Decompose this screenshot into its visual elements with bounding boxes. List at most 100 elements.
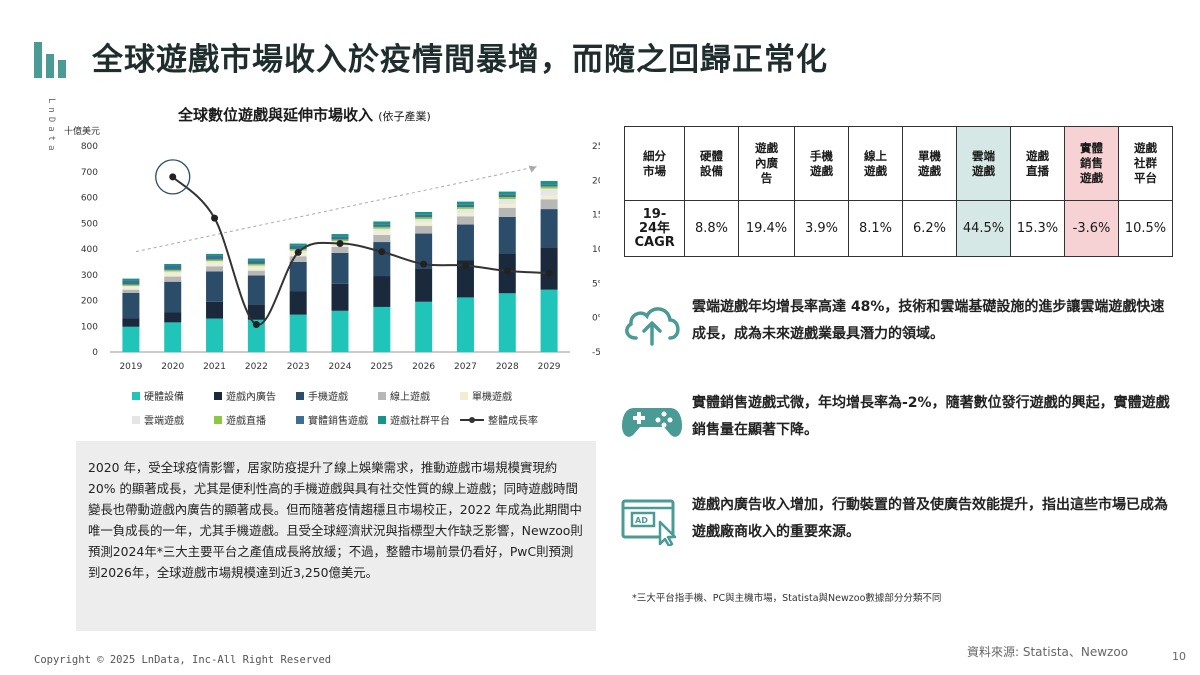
bar-segment: [456, 207, 474, 209]
bar-segment: [122, 284, 140, 286]
bar-segment: [540, 184, 558, 187]
legend-label: 遊戲內廣告: [226, 392, 276, 403]
bar-segment: [415, 214, 433, 218]
bar-segment: [373, 276, 391, 307]
bar-segment: [289, 245, 307, 249]
highlight-circle: [155, 159, 191, 195]
bar-segment: [206, 261, 224, 263]
legend-swatch: [132, 415, 140, 424]
bar-segment: [247, 267, 265, 271]
legend-swatch: [214, 415, 222, 424]
cagr-value-8: -3.6%: [1064, 200, 1119, 257]
cagr-header-label: 細分市場: [624, 126, 685, 201]
cagr-value-1: 8.8%: [684, 200, 739, 257]
cagr-row-label: 19-24年CAGR: [624, 200, 685, 257]
x-tick-label: 2022: [245, 362, 268, 372]
y2-tick-label: -5%: [592, 348, 600, 358]
bar-segment: [122, 326, 140, 352]
trend-arrow-head: [528, 165, 537, 173]
cagr-value-9: 10.5%: [1118, 200, 1173, 257]
lndata-logo-icon: [34, 42, 66, 78]
side-brand-text: LnData: [46, 98, 56, 155]
bar-segment: [498, 191, 516, 195]
bar-segment: [373, 306, 391, 352]
bar-segment: [122, 289, 140, 293]
x-tick-label: 2025: [370, 362, 393, 372]
bar-segment: [456, 260, 474, 298]
x-tick-label: 2023: [287, 362, 310, 372]
y2-tick-label: 0%: [592, 314, 600, 324]
chart-legend: 硬體設備 遊戲內廣告 手機遊戲 線上遊戲 單機遊戲 雲端遊戲 遊戲直播 實體銷售遊戲 遊戲社群平…: [132, 388, 592, 427]
bar-segment: [540, 188, 558, 196]
y2-tick-label: 20%: [592, 176, 600, 186]
chart-title: 全球數位遊戲與延伸市場收入 (依子產業): [178, 104, 431, 125]
bar-segment: [247, 319, 265, 352]
cagr-header-2: 遊戲內廣告: [738, 126, 795, 201]
cagr-value-4: 8.1%: [848, 200, 903, 257]
bar-segment: [373, 221, 391, 225]
bar-segment: [498, 207, 516, 217]
cloud-upload-icon: [625, 307, 680, 346]
growth-rate-point: [420, 260, 428, 268]
bar-segment: [415, 217, 433, 220]
growth-rate-point: [503, 267, 511, 275]
bar-segment: [122, 280, 140, 285]
bar-segment: [331, 252, 349, 284]
y-tick-label: 200: [81, 297, 98, 307]
bar-segment: [498, 199, 516, 205]
bar-segment: [164, 272, 182, 277]
bar-segment: [289, 256, 307, 262]
bar-segment: [164, 322, 182, 352]
growth-rate-point: [378, 248, 386, 256]
legend-swatch: [214, 391, 222, 400]
bar-segment: [540, 195, 558, 200]
bar-segment: [373, 224, 391, 227]
legend-item: 實體銷售遊戲: [296, 412, 378, 427]
x-tick-label: 2024: [329, 362, 352, 372]
bar-segment: [540, 186, 558, 189]
data-source: 資料來源: Statista、Newzoo: [967, 645, 1129, 659]
bar-segment: [498, 216, 516, 254]
copyright: Copyright © 2025 LnData, Inc-All Right R…: [34, 654, 332, 666]
insight-ads: AD 遊戲內廣告收入增加，行動裝置的普及使廣告效能提升，指出這些市場已成為遊戲廠…: [620, 492, 1180, 552]
legend-item: 遊戲直播: [214, 412, 296, 427]
insight-cloud-text: 雲端遊戲年均增長率高達 48%，技術和雲端基礎設施的進步讓雲端遊戲快速成長，成為…: [692, 299, 1165, 342]
y2-tick-label: 25%: [592, 142, 600, 152]
bar-segment: [498, 293, 516, 352]
legend-item: 硬體設備: [132, 388, 214, 403]
x-tick-label: 2019: [119, 362, 142, 372]
legend-swatch: [296, 415, 304, 424]
legend-item: 手機遊戲: [296, 388, 378, 403]
legend-label: 遊戲直播: [226, 416, 266, 427]
bar-segment: [331, 234, 349, 237]
bar-segment: [206, 262, 224, 267]
y-tick-label: 600: [81, 194, 98, 204]
bar-segment: [498, 194, 516, 197]
growth-rate-point: [169, 173, 177, 181]
bar-segment: [415, 233, 433, 269]
cagr-value-5: 6.2%: [902, 200, 957, 257]
legend-line-swatch: [460, 416, 484, 424]
bar-segment: [206, 301, 224, 319]
y-tick-label: 800: [81, 142, 98, 152]
legend-label: 雲端遊戲: [144, 416, 184, 427]
bar-segment: [247, 265, 265, 268]
bar-segment: [331, 236, 349, 240]
trend-arrow-line: [135, 166, 537, 253]
bar-segment: [331, 246, 349, 253]
growth-rate-point: [545, 269, 553, 277]
insight-retail-text: 實體銷售遊戲式微，年均增長率為-2%，隨著數位發行遊戲的興起，實體遊戲銷售量在顯…: [692, 395, 1170, 438]
chart-y-unit-label: 十億美元: [64, 127, 101, 137]
cagr-header-row: 細分市場 硬體設備 遊戲內廣告 手機遊戲 線上遊戲 單機遊戲 雲端遊戲 遊戲直播 實體銷售遊戲…: [624, 126, 1173, 201]
insight-retail: 實體銷售遊戲式微，年均增長率為-2%，隨著數位發行遊戲的興起，實體遊戲銷售量在顯…: [620, 390, 1180, 450]
bar-segment: [456, 204, 474, 208]
summary-paragraph: 2020 年，受全球疫情影響，居家防疫提升了線上娛樂需求，推動遊戲市場規模實現約…: [88, 460, 583, 580]
cagr-header-8: 實體銷售遊戲: [1064, 126, 1119, 201]
legend-swatch: [378, 391, 386, 400]
bar-segment: [415, 219, 433, 223]
insight-cloud: 雲端遊戲年均增長率高達 48%，技術和雲端基礎設施的進步讓雲端遊戲快速成長，成為…: [620, 294, 1180, 354]
bar-segment: [206, 318, 224, 352]
svg-text:AD: AD: [635, 516, 648, 525]
chart-subtitle: (依子產業): [378, 110, 431, 123]
cagr-header-4: 線上遊戲: [848, 126, 903, 201]
